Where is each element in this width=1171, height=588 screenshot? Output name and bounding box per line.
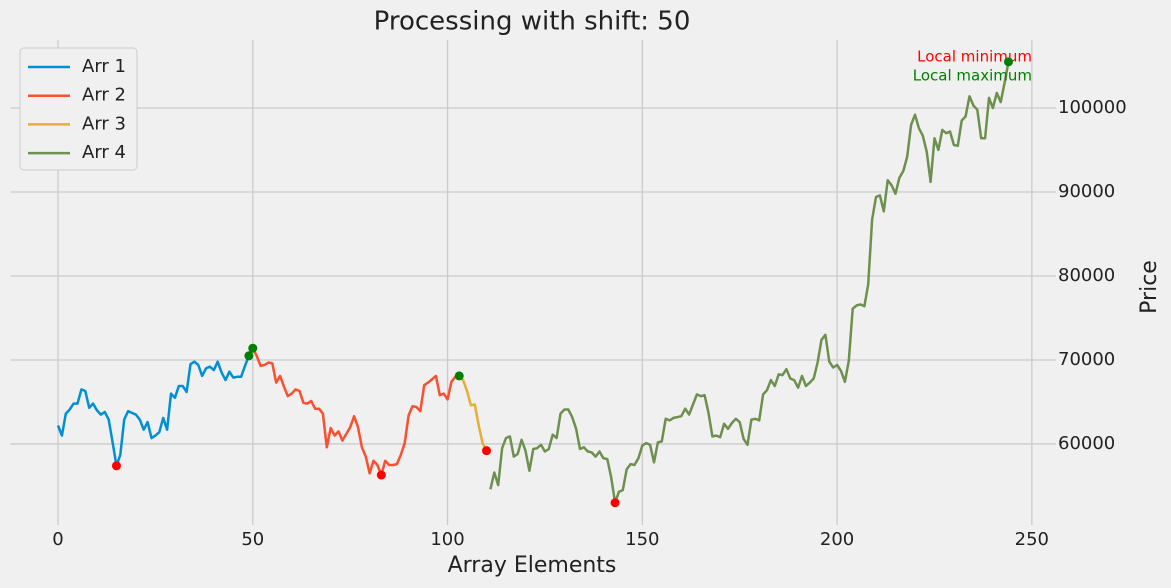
y-tick-label: 80000 (1058, 265, 1115, 286)
extremum-point (248, 343, 258, 353)
legend-label: Arr 1 (82, 56, 126, 77)
legend-label: Arr 2 (82, 85, 126, 106)
extremum-point (610, 498, 620, 508)
x-tick-label: 200 (820, 529, 854, 550)
extremum-point (111, 461, 121, 471)
legend-box (19, 47, 138, 171)
y-tick-label: 60000 (1058, 433, 1115, 454)
x-axis-label: Array Elements (448, 553, 617, 578)
chart-title: Processing with shift: 50 (374, 7, 691, 37)
y-tick-label: 100000 (1058, 97, 1127, 118)
extremum-point (376, 470, 386, 480)
marker-label: Local maximum (913, 67, 1032, 85)
y-tick-label: 90000 (1058, 181, 1115, 202)
data-line (56, 347, 254, 468)
data-line (489, 61, 1010, 504)
legend-label: Arr 3 (82, 113, 126, 134)
marker-label: Local minimum (917, 48, 1032, 66)
x-tick-label: 0 (52, 529, 63, 550)
data-line (458, 375, 488, 452)
x-tick-label: 250 (1015, 529, 1049, 550)
legend-label: Arr 4 (82, 142, 126, 163)
x-tick-label: 50 (241, 529, 264, 550)
extremum-point (1003, 57, 1013, 67)
y-axis-label: Price (1137, 260, 1162, 314)
x-tick-label: 100 (430, 529, 464, 550)
extremum-point (244, 351, 254, 361)
extremum-point (454, 371, 464, 381)
extremum-point (482, 446, 492, 456)
data-line (251, 347, 460, 477)
y-tick-label: 70000 (1058, 349, 1115, 370)
x-tick-label: 150 (625, 529, 659, 550)
